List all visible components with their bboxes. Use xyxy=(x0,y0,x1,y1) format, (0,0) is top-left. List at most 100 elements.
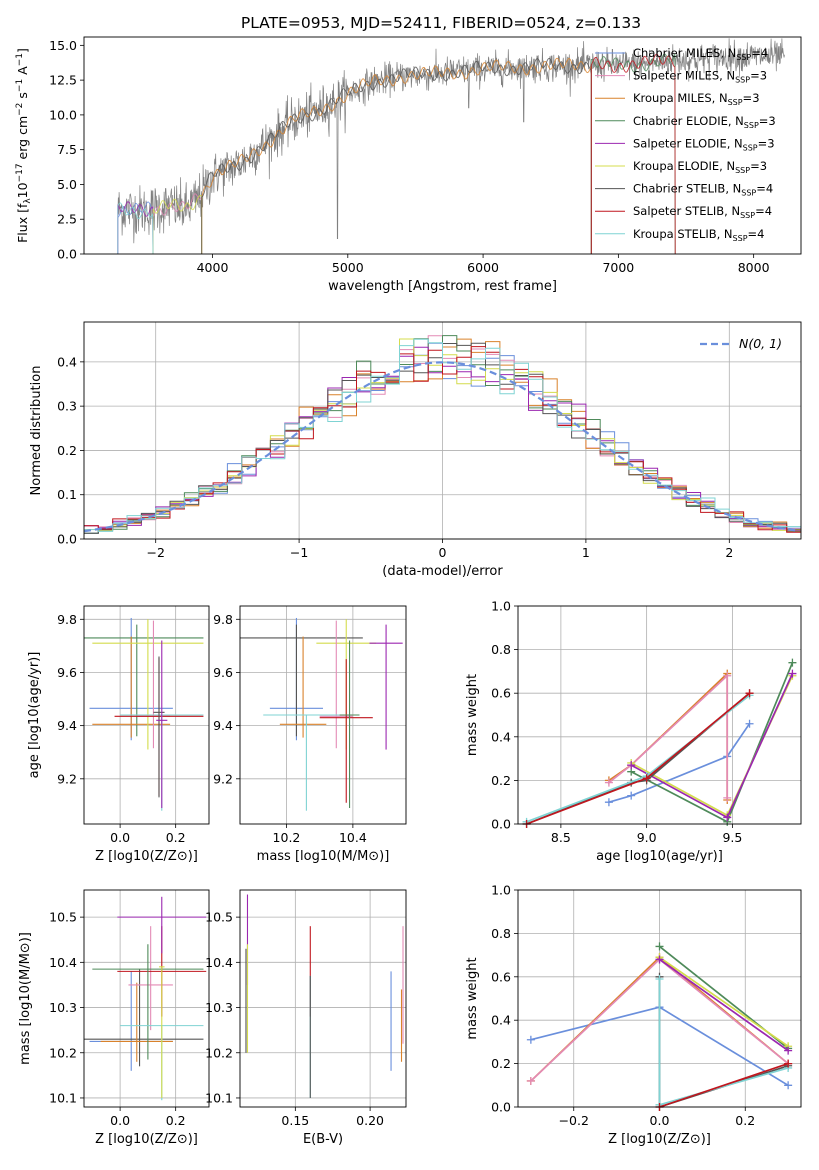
residuals-panel: −2 −1 0 1 2 0.0 0.1 0.2 0.3 0.4 (data-model)/error… xyxy=(29,321,802,579)
x-tick-label: 8000 xyxy=(738,260,770,275)
y-tick-label: 1.0 xyxy=(491,883,511,898)
y-axis-label-part: erg cm xyxy=(15,116,30,164)
legend-label: Chabrier MILES, NSSP=4 xyxy=(633,46,768,62)
errorbar-point xyxy=(319,659,373,803)
model-spectrum-line xyxy=(201,57,592,254)
legend-model-name: Chabrier STELIB xyxy=(633,182,725,196)
y-tick-label: 0.0 xyxy=(491,1100,511,1115)
y-axis-label-part: −1 xyxy=(15,53,25,66)
errorbar-point xyxy=(136,620,171,749)
legend-model-name: Salpeter MILES xyxy=(633,69,719,83)
y-tick-label: 0.4 xyxy=(491,1013,511,1028)
legend-n-equals: = xyxy=(756,182,766,196)
errorbar-point xyxy=(153,656,165,798)
errorbar-point xyxy=(279,636,327,738)
x-tick-label: 6000 xyxy=(467,260,499,275)
age_vs_mass-plot-area xyxy=(240,617,403,811)
y-tick-label: 0.1 xyxy=(57,487,77,502)
legend-n-value: 3 xyxy=(752,91,759,105)
legend-label: Salpeter ELODIE, NSSP=3 xyxy=(633,136,775,152)
weight-series-line xyxy=(630,673,794,819)
weight-point-marker xyxy=(723,813,732,822)
legend-model-name: Kroupa STELIB xyxy=(633,227,717,241)
weight-point-marker xyxy=(723,671,732,680)
y-axis-label: mass weight xyxy=(465,674,480,756)
legend-label: Salpeter MILES, NSSP=3 xyxy=(633,69,767,85)
y-tick-label: 12.5 xyxy=(49,73,77,88)
x-tick-label: 5000 xyxy=(332,260,364,275)
legend-n-equals: = xyxy=(750,69,760,83)
weight-series-line xyxy=(608,673,729,798)
normal-distribution-curve xyxy=(84,361,796,533)
legend-n-prefix: , N xyxy=(724,204,740,218)
y-tick-label: 10.3 xyxy=(205,1000,233,1015)
axes-frame xyxy=(517,605,802,825)
y-tick-label: 0.0 xyxy=(491,817,511,832)
legend-n-subscript: SSP xyxy=(740,211,755,220)
y-axis-label-part: λ xyxy=(23,198,33,204)
residuals-plot-area xyxy=(84,335,801,537)
y-axis-label-part: Flux [f xyxy=(15,203,30,243)
weight-point-marker xyxy=(655,974,664,983)
weight-point-marker xyxy=(745,719,754,728)
legend-model-name: Salpeter ELODIE xyxy=(633,136,727,150)
errorbar-point xyxy=(159,966,165,1098)
axes-frame xyxy=(239,605,407,825)
axes-frame xyxy=(83,321,802,540)
x-tick-label: 10.2 xyxy=(273,830,301,845)
errorbar-point xyxy=(117,896,207,954)
legend-n-subscript: SSP xyxy=(733,234,748,243)
mass-vs-metallicity-panel: 0.0 0.2 10.1 10.2 10.3 10.4 10.5 Z [log10(Z/Z⊙)… xyxy=(18,889,210,1147)
legend-label: Kroupa ELODIE, NSSP=3 xyxy=(633,159,767,175)
weight-vs-age-panel: 8.5 9.0 9.5 0.0 0.2 0.4 0.6 0.8 1.0 age [log10(ag… xyxy=(465,599,802,864)
residual-histogram-step xyxy=(84,338,801,536)
x-tick-label: 4000 xyxy=(197,260,229,275)
y-axis-label-part: −17 xyxy=(15,163,25,182)
age-vs-metallicity-panel: 0.0 0.2 9.2 9.4 9.6 9.8 Z [log10(Z/Z⊙)] age [lo… xyxy=(27,605,210,864)
x-tick-label: 8.5 xyxy=(551,830,571,845)
weight-point-marker xyxy=(604,778,613,787)
legend-n-value: 3 xyxy=(767,136,774,150)
y-axis-label-part: A xyxy=(15,66,30,79)
x-axis-label: age [log10(age/yr)] xyxy=(596,849,723,864)
y-axis-label: Flux [fλ10−17 erg cm−2 s−1 A−1] xyxy=(15,48,33,243)
model-spectrum-line xyxy=(152,193,203,254)
axes-frame xyxy=(83,36,802,255)
weight_vs_age-plot-area xyxy=(522,658,797,828)
weight-series-line xyxy=(608,723,751,804)
weight-point-marker xyxy=(788,669,797,678)
weight-point-marker xyxy=(526,1076,535,1085)
y-axis-label: Normed distribution xyxy=(29,366,44,496)
legend-label: Chabrier STELIB, NSSP=4 xyxy=(633,182,773,198)
legend-label: Salpeter STELIB, NSSP=4 xyxy=(633,204,772,220)
legend-n-subscript: SSP xyxy=(736,53,751,62)
axes-frame xyxy=(83,889,210,1108)
legend-n-subscript: SSP xyxy=(741,189,756,198)
x-tick-label: 0.2 xyxy=(735,1113,755,1128)
legend-n-equals: = xyxy=(743,91,753,105)
y-tick-label: 9.4 xyxy=(57,718,77,733)
errorbar-point xyxy=(156,640,168,809)
legend-model-name: Chabrier ELODIE xyxy=(633,114,728,128)
x-axis-label: E(B-V) xyxy=(303,1132,343,1147)
x-tick-label: 10.4 xyxy=(339,830,367,845)
legend-n-prefix: , N xyxy=(720,46,736,60)
y-tick-label: 5.0 xyxy=(57,177,77,192)
x-tick-label: −2 xyxy=(146,545,164,560)
weight-point-marker xyxy=(655,942,664,951)
errorbar-point xyxy=(89,971,173,1071)
errorbar-point xyxy=(84,624,204,737)
x-tick-label: 2 xyxy=(725,545,733,560)
legend-n-value: 3 xyxy=(760,69,767,83)
legend-n-prefix: , N xyxy=(719,69,735,83)
model-spectrum-line xyxy=(152,195,203,254)
errorbar-point xyxy=(92,636,171,738)
axes-frame xyxy=(239,889,407,1108)
legend-n-equals: = xyxy=(755,204,765,218)
weight-point-marker xyxy=(526,1035,535,1044)
legend-n-subscript: SSP xyxy=(728,98,743,107)
y-tick-label: 0.6 xyxy=(491,686,511,701)
x-tick-label: 0 xyxy=(439,545,447,560)
legend-n-value: 4 xyxy=(761,46,768,60)
